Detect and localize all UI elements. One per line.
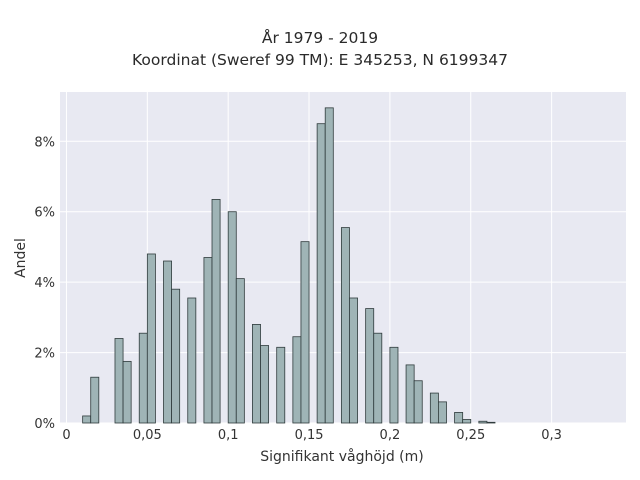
x-axis-ticks: 0 0,05 0,1 0,15 0,2 0,25 0,3 — [62, 428, 562, 443]
x-tick-label: 0,1 — [218, 428, 239, 443]
histogram-bar — [486, 421, 496, 424]
x-tick-label: 0 — [62, 428, 70, 443]
histogram-bar — [163, 260, 172, 424]
histogram-bar — [235, 278, 245, 424]
chart-subtitle: Koordinat (Sweref 99 TM): E 345253, N 61… — [132, 51, 508, 69]
histogram-bar — [324, 107, 334, 424]
histogram-bar — [454, 412, 464, 424]
histogram-bar — [389, 346, 399, 424]
histogram-bar — [365, 308, 375, 424]
histogram-bar — [316, 123, 326, 424]
y-tick-label: 8% — [34, 135, 55, 150]
x-tick-label: 0,2 — [380, 428, 401, 443]
histogram-bar — [276, 346, 286, 424]
histogram-bar — [252, 324, 261, 424]
histogram-bar — [429, 392, 439, 424]
histogram-bar — [413, 380, 423, 424]
x-tick-label: 0,15 — [295, 428, 324, 443]
histogram-bar — [114, 338, 124, 424]
histogram-bar — [122, 360, 132, 424]
histogram-bar — [138, 332, 148, 424]
x-axis-label: Signifikant våghöjd (m) — [260, 448, 423, 465]
histogram-bar — [260, 345, 270, 424]
histogram-bar — [300, 241, 310, 424]
histogram-bar — [90, 376, 100, 424]
y-axis-label: Andel — [13, 238, 29, 278]
y-tick-label: 6% — [34, 206, 55, 221]
y-axis-ticks: 0% 2% 4% 6% 8% — [34, 135, 55, 432]
histogram-bar — [203, 257, 213, 424]
histogram-bar — [227, 211, 237, 424]
y-tick-label: 0% — [34, 417, 55, 432]
histogram-bar — [349, 297, 358, 424]
histogram-bar — [340, 227, 350, 424]
histogram-bar — [171, 288, 181, 424]
x-tick-label: 0,25 — [456, 428, 485, 443]
histogram-bar — [146, 253, 156, 424]
histogram-bar — [373, 332, 383, 424]
x-tick-label: 0,05 — [133, 428, 162, 443]
histogram-bar — [211, 198, 221, 424]
chart-title: År 1979 - 2019 — [261, 29, 379, 47]
x-tick-label: 0,3 — [541, 428, 562, 443]
histogram-bar — [405, 364, 415, 424]
histogram-bar — [478, 420, 488, 424]
y-tick-label: 2% — [34, 347, 55, 362]
histogram-bar — [462, 419, 472, 424]
histogram-bar — [82, 415, 92, 424]
y-tick-label: 4% — [34, 276, 55, 291]
histogram-bar — [187, 297, 197, 424]
histogram-bar — [438, 401, 447, 424]
bars — [82, 107, 496, 424]
histogram-bar — [292, 336, 302, 424]
